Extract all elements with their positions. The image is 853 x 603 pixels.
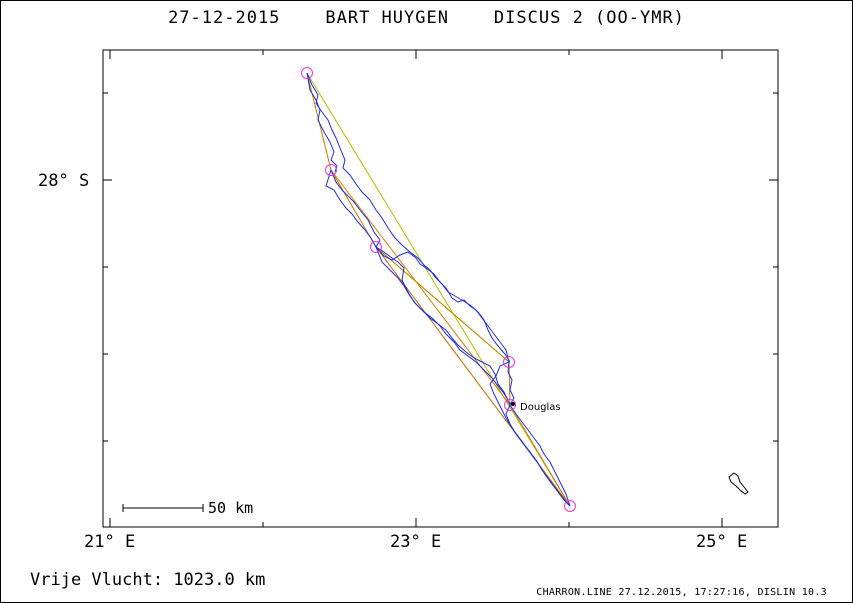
track-segment [325,169,511,406]
longitude-label: 21° E [84,532,136,552]
turnpoint-marker [301,67,313,79]
latitude-label: 28° S [38,171,90,191]
flight-track [306,72,571,507]
track-segment [489,361,510,411]
page-title: 27-12-2015 BART HUYGEN DISCUS 2 (OO-YMR) [0,8,853,28]
tick-marks [103,50,778,527]
track-segment [375,246,510,363]
track-segment [375,246,509,401]
footer-info: CHARRON.LINE 27.12.2015, 17:27:16, DISLI… [536,587,827,598]
scale-bar-label: 50 km [208,499,254,517]
scale-bar [122,504,204,512]
turnpoints [301,67,576,512]
longitude-label: 25° E [696,532,748,552]
glider-name: DISCUS 2 (OO-YMR) [493,8,685,28]
track-segment [306,72,511,363]
task-leg [375,246,510,363]
track-segment [507,361,515,406]
town-marker [511,402,515,406]
turnpoint-marker [504,399,516,411]
longitude-label: 23° E [390,532,442,552]
task-leg [306,72,571,507]
track-segment [306,72,338,173]
turnpoint-marker [325,164,337,176]
flight-date: 27-12-2015 [168,8,281,28]
pilot-name: BART HUYGEN [325,8,449,28]
turnpoint-marker [564,500,576,512]
turnpoint-marker [370,241,382,253]
track-segment [501,409,571,507]
plot-frame [102,49,779,528]
track-segment [509,404,571,507]
flight-distance: Vrije Vlucht: 1023.0 km [30,570,266,590]
track-segment [330,169,381,248]
lake-outline [728,472,749,495]
turnpoint-marker [503,356,515,368]
town-label-douglas: Douglas [520,402,561,413]
task-lines [306,72,571,507]
